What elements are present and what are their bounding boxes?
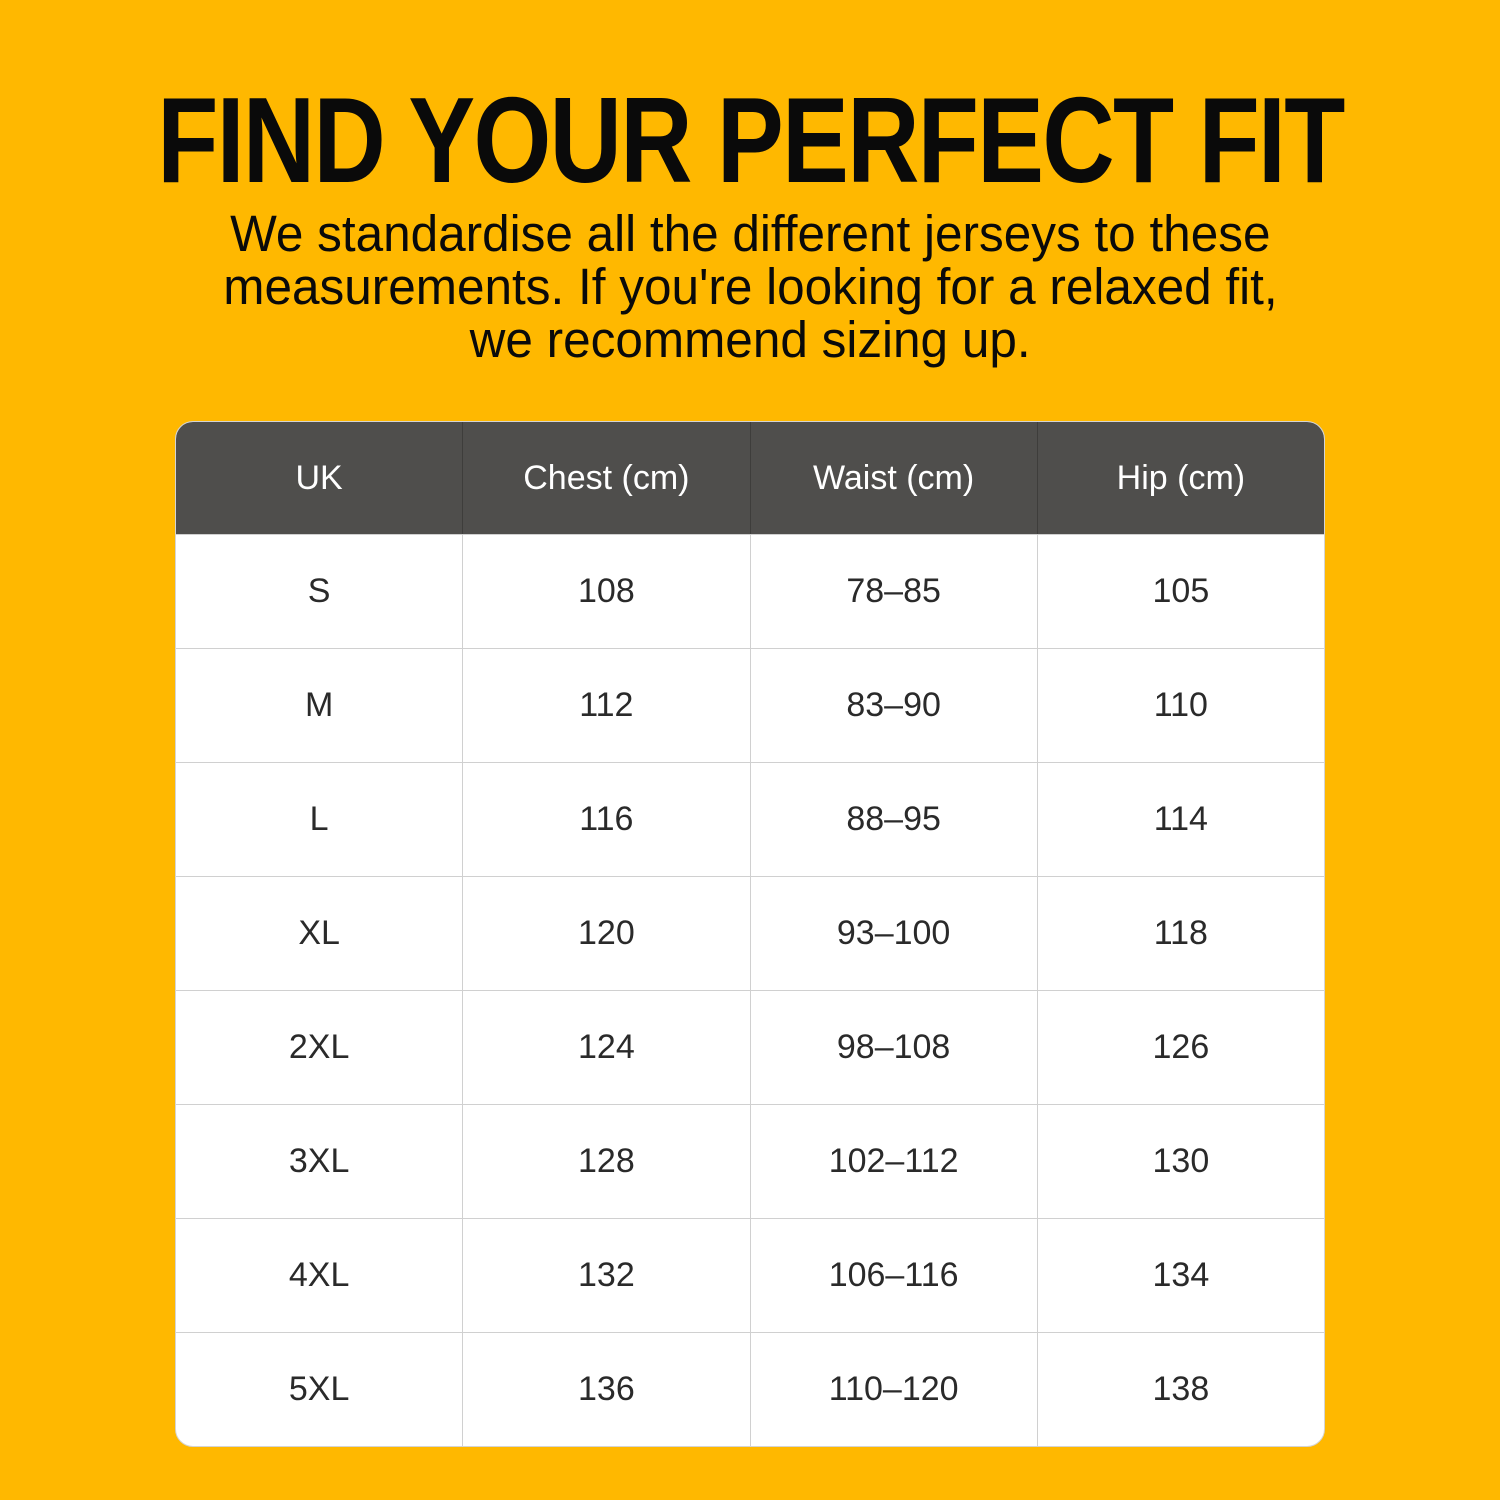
page-title-container: FIND YOUR PERFECT FIT [0,78,1500,203]
table-row: 5XL 136 110–120 138 [176,1332,1324,1446]
cell-size: 3XL [288,1142,350,1180]
table-row: S 108 78–85 105 [176,534,1324,648]
subtitle-line: we recommend sizing up. [469,311,1031,368]
cell-hip: 134 [1036,1219,1324,1332]
table-row: 3XL 128 102–112 130 [176,1104,1324,1218]
header-waist: Waist (cm) [749,422,1037,534]
subtitle-line: measurements. If you're looking for a re… [222,258,1278,315]
subtitle: We standardise all the different jerseys… [0,207,1500,366]
header-uk: UK [295,458,343,497]
cell-chest: 132 [462,1219,749,1332]
cell-chest: 108 [462,535,749,648]
cell-waist: 78–85 [749,535,1037,648]
cell-chest: 136 [462,1333,749,1446]
cell-hip: 138 [1036,1333,1324,1446]
cell-hip: 114 [1036,763,1324,876]
size-chart-table: UK Chest (cm) Waist (cm) Hip (cm) S 108 78… [175,421,1325,1447]
cell-chest: 116 [462,763,749,876]
cell-hip: 118 [1036,877,1324,990]
header-hip: Hip (cm) [1036,422,1324,534]
cell-size: M [304,686,334,724]
cell-waist: 110–120 [749,1333,1037,1446]
cell-waist: 93–100 [749,877,1037,990]
cell-chest: 124 [462,991,749,1104]
table-row: 2XL 124 98–108 126 [176,990,1324,1104]
cell-waist: 88–95 [749,763,1037,876]
cell-size: 2XL [288,1028,350,1066]
cell-hip: 105 [1036,535,1324,648]
cell-size: XL [298,914,340,952]
cell-chest: 120 [462,877,749,990]
cell-waist: 102–112 [749,1105,1037,1218]
table-row: M 112 83–90 110 [176,648,1324,762]
header-chest: Chest (cm) [462,422,749,534]
cell-chest: 128 [462,1105,749,1218]
cell-size: 5XL [288,1370,350,1408]
cell-waist: 106–116 [749,1219,1037,1332]
table-row: L 116 88–95 114 [176,762,1324,876]
subtitle-line-row: We standardise all the different jerseys… [0,207,1500,260]
cell-size: S [307,572,331,610]
cell-size: 4XL [288,1256,350,1294]
table-row: 4XL 132 106–116 134 [176,1218,1324,1332]
subtitle-line: We standardise all the different jerseys… [229,205,1271,262]
cell-hip: 130 [1036,1105,1324,1218]
cell-waist: 83–90 [749,649,1037,762]
table-header-row: UK Chest (cm) Waist (cm) Hip (cm) [176,422,1324,534]
subtitle-line-row: measurements. If you're looking for a re… [0,260,1500,313]
cell-chest: 112 [462,649,749,762]
cell-hip: 110 [1036,649,1324,762]
cell-hip: 126 [1036,991,1324,1104]
table-row: XL 120 93–100 118 [176,876,1324,990]
subtitle-line-row: we recommend sizing up. [0,313,1500,366]
cell-size: L [309,800,329,838]
page-title: FIND YOUR PERFECT FIT [156,72,1345,208]
cell-waist: 98–108 [749,991,1037,1104]
